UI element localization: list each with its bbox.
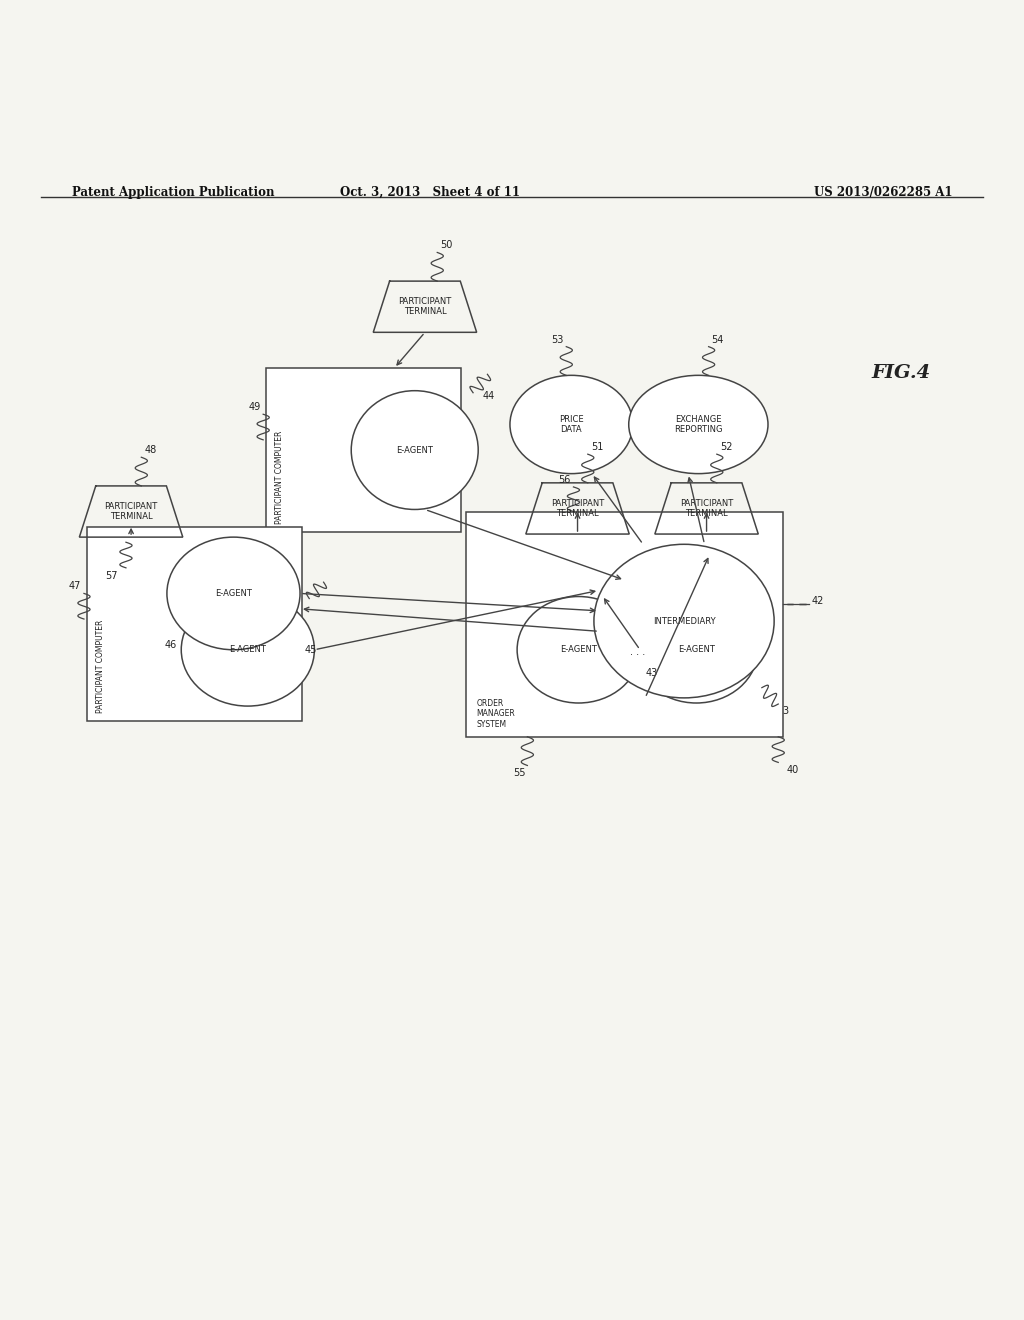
Ellipse shape [517,597,640,704]
FancyBboxPatch shape [466,512,783,737]
Text: PARTICIPANT
TERMINAL: PARTICIPANT TERMINAL [680,499,733,519]
Text: E-AGENT: E-AGENT [560,645,597,655]
Text: E-AGENT: E-AGENT [396,446,433,454]
Text: 57: 57 [105,572,118,581]
Text: 53: 53 [551,334,563,345]
Text: 52: 52 [720,442,732,453]
FancyBboxPatch shape [266,368,461,532]
Text: EXCHANGE
REPORTING: EXCHANGE REPORTING [674,414,723,434]
Text: 43: 43 [645,668,657,678]
Text: US 2013/0262285 A1: US 2013/0262285 A1 [814,186,952,199]
Text: 48: 48 [144,445,157,455]
Text: PARTICIPANT COMPUTER: PARTICIPANT COMPUTER [96,620,105,713]
Text: PARTICIPANT
TERMINAL: PARTICIPANT TERMINAL [104,502,158,521]
Text: 40: 40 [786,766,799,775]
Text: PARTICIPANT
TERMINAL: PARTICIPANT TERMINAL [551,499,604,519]
Text: 42: 42 [812,595,824,606]
Ellipse shape [181,594,314,706]
Text: 3: 3 [782,706,788,715]
Text: E-AGENT: E-AGENT [678,645,715,655]
Text: 51: 51 [591,442,603,453]
Text: E-AGENT: E-AGENT [229,645,266,655]
Ellipse shape [351,391,478,510]
Text: Oct. 3, 2013   Sheet 4 of 11: Oct. 3, 2013 Sheet 4 of 11 [340,186,520,199]
Text: 56: 56 [558,475,570,484]
Ellipse shape [510,375,633,474]
FancyBboxPatch shape [87,527,302,722]
Text: 49: 49 [249,403,261,412]
Ellipse shape [635,597,758,704]
Text: 44: 44 [482,391,495,401]
Text: PARTICIPANT
TERMINAL: PARTICIPANT TERMINAL [398,297,452,317]
Ellipse shape [629,375,768,474]
Text: E-AGENT: E-AGENT [215,589,252,598]
Text: 54: 54 [712,334,724,345]
Text: 50: 50 [440,240,453,251]
Text: . . .: . . . [630,647,645,657]
Text: PARTICIPANT COMPUTER: PARTICIPANT COMPUTER [275,430,285,524]
Text: INTERMEDIARY: INTERMEDIARY [652,616,716,626]
Text: Patent Application Publication: Patent Application Publication [72,186,274,199]
Text: 46: 46 [165,640,177,649]
Text: PRICE
DATA: PRICE DATA [559,414,584,434]
Text: 45: 45 [304,644,316,655]
Ellipse shape [167,537,300,649]
Ellipse shape [594,544,774,698]
Text: FIG.4: FIG.4 [871,364,931,383]
Text: 55: 55 [513,767,525,777]
Text: ORDER
MANAGER
SYSTEM: ORDER MANAGER SYSTEM [476,698,515,729]
Text: 47: 47 [69,581,81,591]
